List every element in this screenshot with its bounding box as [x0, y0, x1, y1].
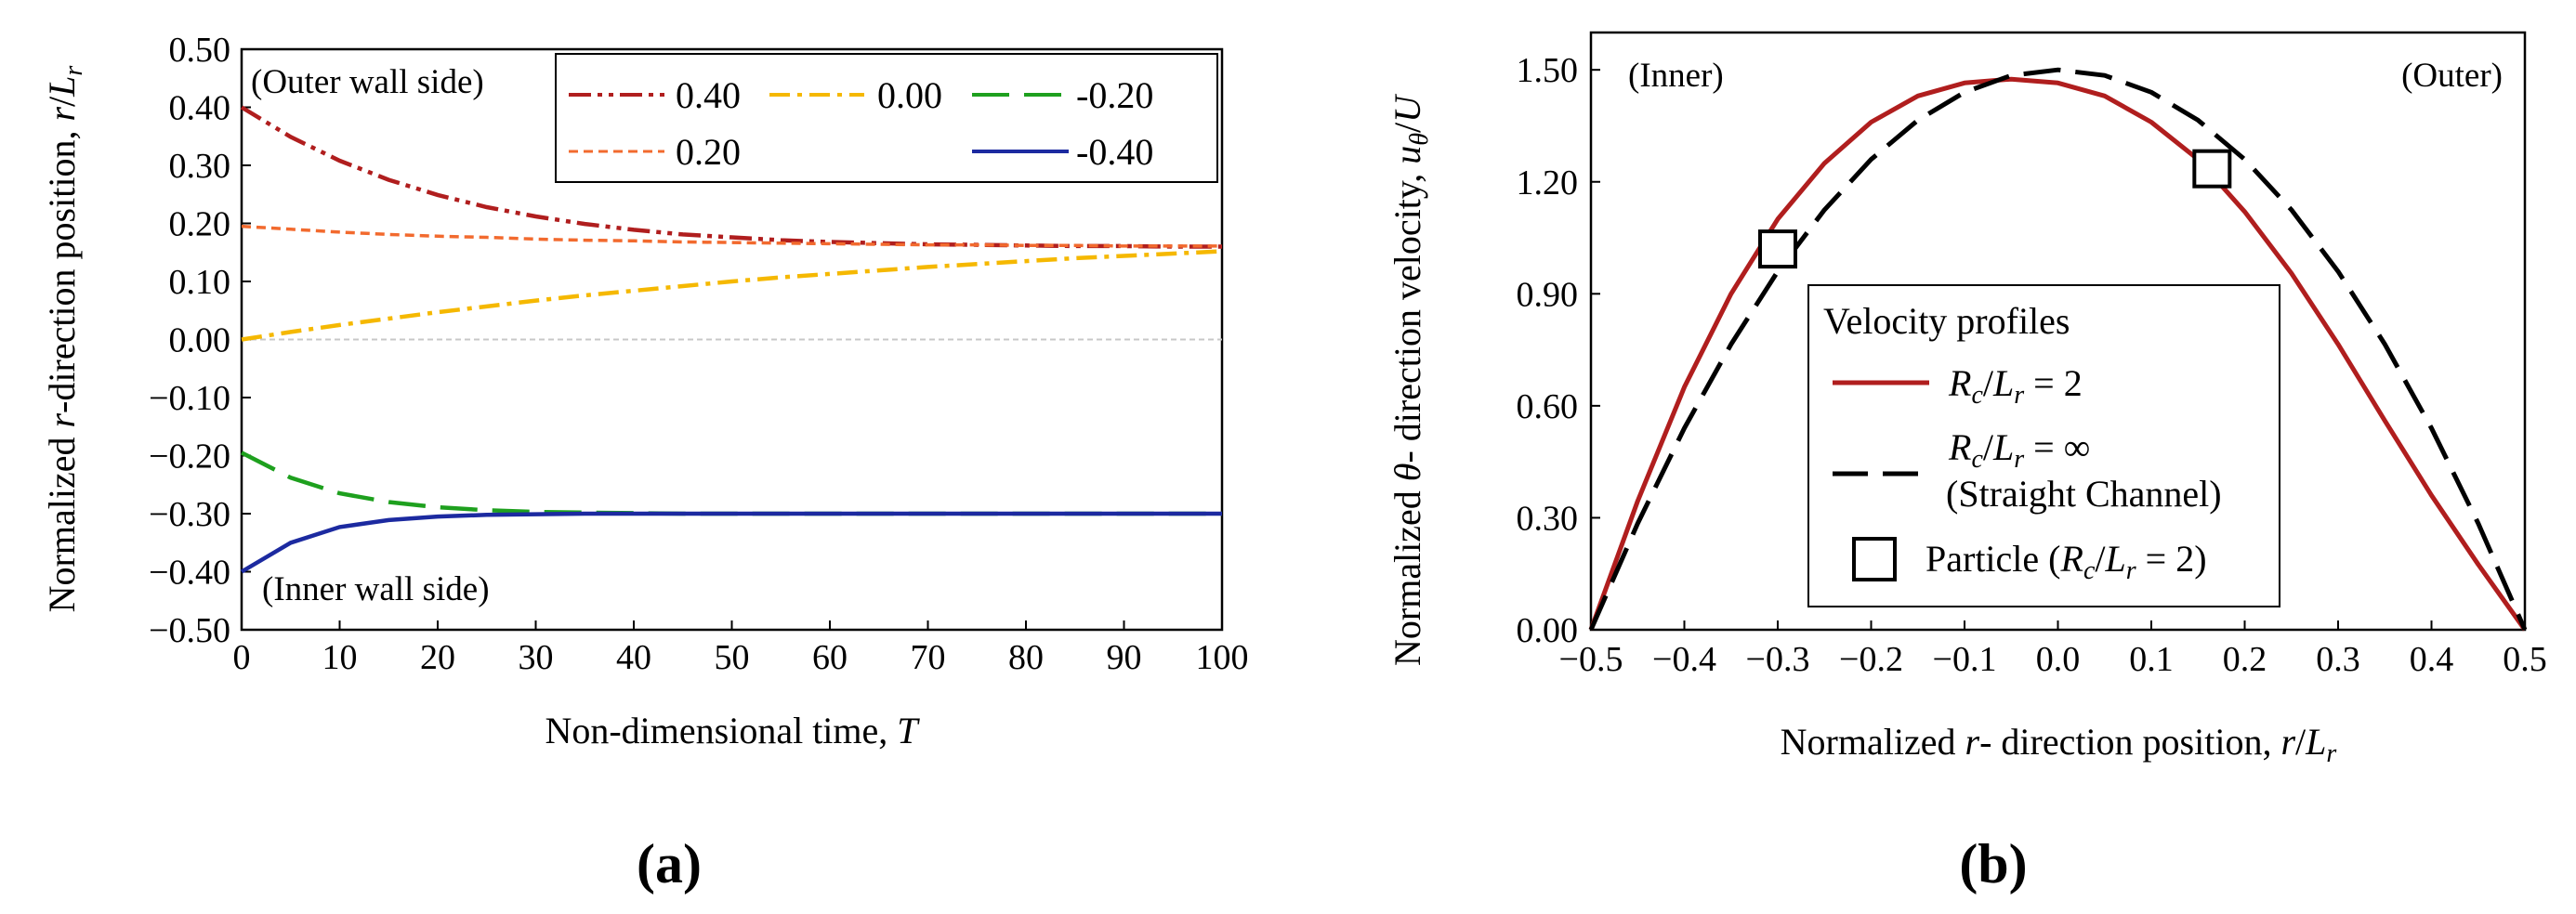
- a-ytick-label: −0.50: [149, 611, 230, 650]
- b-ytick-label: 0.60: [1517, 387, 1579, 426]
- b-xtick-label: 0.0: [2036, 640, 2081, 679]
- a-xtick-label: 90: [1107, 638, 1142, 677]
- legend-b-label-particle: Particle (Rc/Lr = 2): [1925, 538, 2207, 585]
- legend-b-title: Velocity profiles: [1823, 300, 2070, 342]
- panel-b-label: (b): [1959, 833, 2027, 894]
- b-xtick-label: 0.2: [2223, 640, 2267, 679]
- chart-a-legend: 0.40 0.00 -0.20 0.20 -0.40: [555, 53, 1218, 183]
- series-a-line-0.40: [240, 105, 1222, 249]
- a-ytick-label: 0.00: [169, 321, 231, 360]
- panel-a-label: (a): [637, 833, 702, 894]
- legend-a-label--0.40: -0.40: [1076, 131, 1153, 173]
- b-xtick-label: 0.4: [2410, 640, 2454, 679]
- legend-b-label-rcinf: Rc/Lr = ∞: [1948, 426, 2090, 474]
- a-ytick-label: 0.50: [169, 31, 231, 70]
- b-xtick-label: −0.1: [1933, 640, 1997, 679]
- legend-a-label--0.20: -0.20: [1076, 74, 1153, 116]
- b-ytick-label: 0.30: [1517, 499, 1579, 538]
- b-ytick-label: 0.00: [1517, 611, 1579, 650]
- b-ytick-label: 1.50: [1517, 51, 1579, 90]
- a-ytick-label: 0.30: [169, 147, 231, 186]
- b-xtick-label: 0.3: [2316, 640, 2360, 679]
- a-ytick-label: −0.30: [149, 495, 230, 534]
- series-a-line-0.20: [241, 224, 1222, 248]
- annotation-inner: (Inner): [1628, 57, 1724, 95]
- legend-a-label-0.00: 0.00: [877, 74, 942, 116]
- b-xtick-label: −0.2: [1839, 640, 1903, 679]
- a-ytick-label: −0.20: [149, 437, 230, 477]
- chart-b-xlabel: Normalized r- direction position, r/Lr: [1781, 721, 2337, 768]
- series-a-line--0.20: [240, 450, 1222, 516]
- a-ytick-label: 0.40: [169, 89, 231, 128]
- b-xtick-label: −0.4: [1652, 640, 1716, 679]
- series-a-line--0.40: [240, 511, 1222, 574]
- a-xtick-label: 80: [1008, 638, 1044, 677]
- chart-a-ylabel: Normalized r-direction position, r/Lr: [41, 66, 88, 613]
- a-ytick-label: −0.10: [149, 379, 230, 418]
- legend-b-sample-particle: [1852, 537, 1897, 581]
- a-xtick-label: 0: [233, 638, 251, 677]
- annotation-outer-wall: (Outer wall side): [251, 63, 484, 101]
- chart-b-ylabel: Normalized θ- direction velocity, uθ/U: [1387, 93, 1434, 666]
- b-xtick-label: −0.3: [1746, 640, 1810, 679]
- legend-b-note-straight: (Straight Channel): [1946, 473, 2222, 515]
- series-b-line-rc2: [1588, 76, 2528, 632]
- a-xtick-label: 70: [911, 638, 946, 677]
- particle-marker: [1758, 229, 1797, 269]
- chart-b-legend: Velocity profiles Rc/Lr = 2 Rc/Lr = ∞ (S…: [1807, 284, 2280, 607]
- chart-a: 0 10 20 30 40 50 60 70 80 90 1000.500.400.300.200.…: [41, 31, 1249, 894]
- b-xtick-label: −0.5: [1559, 640, 1623, 679]
- a-xtick-label: 100: [1196, 638, 1249, 677]
- annotation-outer: (Outer): [2401, 57, 2503, 95]
- b-xtick-label: 0.5: [2503, 640, 2547, 679]
- chart-a-xlabel: Non-dimensional time, T: [545, 710, 920, 751]
- a-ytick-label: 0.10: [169, 263, 231, 302]
- chart-b: −0.5 −0.4 −0.3 −0.2 −0.1 0.0 0.1 0.2 0.3 0.4 0.5 1.…: [1387, 31, 2547, 894]
- a-xtick-label: 40: [616, 638, 651, 677]
- a-xtick-label: 10: [322, 638, 358, 677]
- annotation-inner-wall: (Inner wall side): [262, 570, 490, 608]
- legend-a-label-0.20: 0.20: [676, 131, 741, 173]
- legend-a-label-0.40: 0.40: [676, 74, 741, 116]
- series-a-line-0.00: [241, 249, 1223, 342]
- b-ytick-label: 1.20: [1517, 163, 1579, 202]
- legend-b-label-rc2: Rc/Lr = 2: [1948, 362, 2083, 410]
- a-xtick-label: 20: [420, 638, 455, 677]
- a-ytick-label: 0.20: [169, 205, 231, 244]
- a-xtick-label: 50: [715, 638, 750, 677]
- b-xtick-label: 0.1: [2129, 640, 2174, 679]
- b-ytick-label: 0.90: [1517, 275, 1579, 314]
- a-xtick-label: 60: [812, 638, 848, 677]
- series-b-line-rcinf: [1588, 67, 2528, 632]
- a-ytick-label: −0.40: [149, 554, 230, 593]
- particle-marker: [2192, 149, 2232, 189]
- a-xtick-label: 30: [519, 638, 554, 677]
